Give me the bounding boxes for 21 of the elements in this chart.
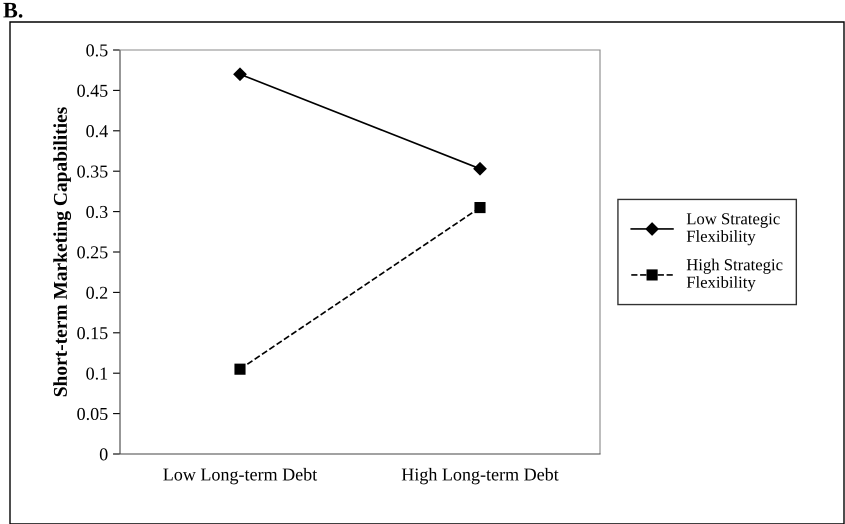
y-tick-label: 0.5 [86,44,108,57]
y-tick-label: 0 [100,448,108,460]
y-axis-title: Short-term Marketing Capabilities [53,107,72,396]
y-tick-label: 0.1 [86,367,108,380]
legend-label: High Strategic Flexibility [686,258,782,292]
legend-label: Low Strategic Flexibility [686,213,780,246]
y-tick-label: 0.15 [77,327,108,340]
point [234,364,246,375]
y-tick-label: 0.4 [86,125,108,138]
point [474,202,486,214]
y-tick-label: 0.2 [86,286,108,299]
y-tick-label: 0.3 [86,206,108,218]
x-tick-label: Low Long-term Debt [163,468,318,484]
point [233,68,247,81]
chart-title: B. [3,2,22,18]
y-tick-label: 0.05 [77,408,108,420]
y-tick-label: 0.25 [77,246,108,259]
y-tick-label: 0.35 [77,165,108,178]
x-tick-label: High Long-term Debt [402,468,559,484]
point [473,162,487,176]
y-tick-label: 0.45 [77,84,108,97]
